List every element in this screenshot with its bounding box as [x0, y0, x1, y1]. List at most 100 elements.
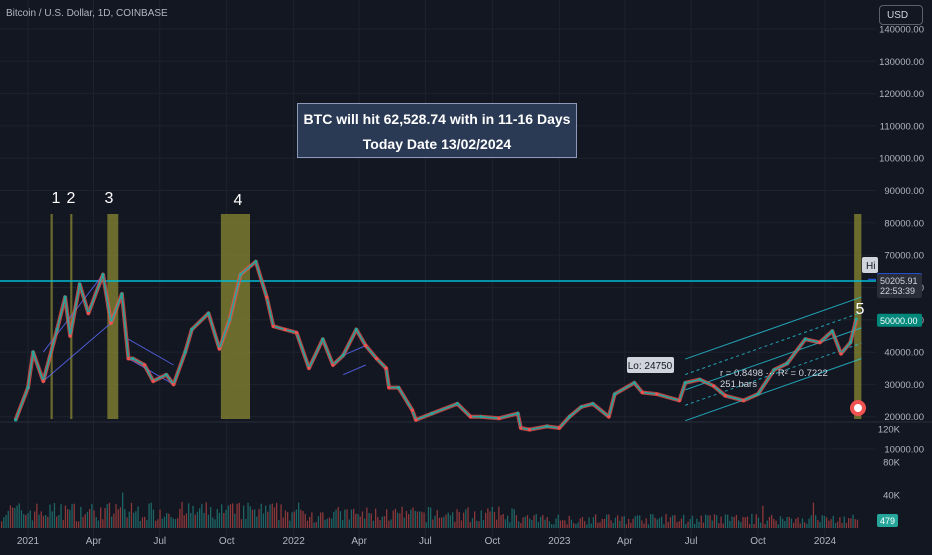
volume-bar [69, 509, 71, 528]
volume-bar [709, 515, 711, 528]
price-point [818, 340, 822, 344]
price-point [414, 418, 418, 422]
volume-bar [843, 516, 845, 528]
volume-bar [51, 511, 53, 528]
volume-bar [379, 520, 381, 528]
price-point [803, 337, 807, 341]
volume-bar [612, 522, 614, 528]
volume-bar [97, 520, 100, 528]
volume-axis-label: 120K [878, 425, 901, 436]
volume-bar [834, 523, 837, 528]
volume-bar [652, 514, 654, 528]
volume-bar [738, 520, 740, 528]
volume-bar [84, 514, 86, 528]
price-point [698, 377, 702, 382]
volume-bar [56, 516, 58, 528]
volume-bar [548, 521, 551, 528]
volume-bar [108, 502, 111, 528]
price-point [567, 415, 572, 419]
volume-bar [254, 509, 256, 528]
volume-bar [465, 509, 467, 528]
last-price-tag-text: 22:53:39 [880, 286, 915, 296]
volume-bar [771, 514, 773, 528]
volume-bar [282, 517, 284, 528]
volume-bar [806, 523, 808, 528]
volume-bar [80, 506, 82, 528]
price-point [364, 344, 368, 348]
volume-bar [454, 521, 456, 528]
price-point [63, 295, 67, 299]
volume-bar [828, 520, 830, 528]
volume-bar [95, 517, 97, 528]
volume-bar [447, 512, 449, 528]
trend-channel-line [342, 345, 366, 356]
volume-bar [273, 507, 276, 528]
time-axis-label: Jul [419, 536, 432, 547]
time-axis-label: 2023 [548, 536, 571, 547]
volume-bar [535, 514, 537, 528]
volume-bar [449, 515, 452, 528]
volume-bar [199, 508, 201, 528]
price-axis-label: 130000.00 [879, 57, 924, 68]
time-axis-label: Jul [685, 536, 698, 547]
volume-bar [782, 518, 784, 528]
volume-bar [7, 510, 9, 528]
volume-bar [581, 516, 584, 528]
volume-bar [166, 513, 168, 528]
volume-bar [267, 511, 269, 528]
volume-bar [667, 522, 669, 528]
price-point [131, 356, 135, 361]
volume-bar [619, 520, 621, 528]
price-point [683, 381, 687, 385]
volume-bar [733, 516, 735, 528]
callout-line-date: Today Date 13/02/2024 [362, 136, 512, 152]
volume-bar [304, 513, 306, 528]
price-point [410, 408, 414, 412]
volume-bar [183, 515, 185, 528]
volume-bar [762, 505, 764, 528]
volume-bar [216, 509, 218, 528]
volume-bar [177, 518, 179, 528]
volume-bar [236, 503, 238, 528]
price-axis-label: 30000.00 [884, 380, 924, 391]
volume-bar [42, 515, 45, 528]
volume-bar [496, 519, 498, 528]
volume-bar [826, 517, 828, 528]
volume-bar [493, 512, 496, 528]
volume-bar [513, 509, 515, 528]
last-price-tag-text: 50205.91 [880, 276, 918, 286]
volume-bar [500, 514, 502, 528]
volume-bar [271, 503, 273, 528]
volume-bar [599, 522, 601, 528]
volume-bar [339, 511, 342, 528]
price-point [640, 390, 644, 395]
volume-bar [566, 524, 568, 528]
regression-low-label-text: Lo: 24750 [628, 361, 673, 372]
currency-button[interactable]: USD [879, 5, 923, 25]
price-point [516, 411, 520, 416]
volume-bar [401, 506, 403, 528]
volume-bar [793, 522, 795, 528]
volume-bar [766, 520, 768, 528]
volume-bar [856, 519, 859, 528]
price-point [307, 366, 311, 370]
volume-bar [786, 516, 788, 528]
volume-bar [625, 524, 628, 528]
volume-bar [172, 518, 174, 528]
volume-bar [227, 505, 229, 528]
volume-bar [240, 519, 243, 528]
volume-bar [551, 524, 553, 528]
volume-bar [386, 509, 388, 528]
volume-bar [221, 504, 223, 528]
volume-bar [590, 523, 592, 528]
volume-bar [58, 514, 60, 528]
volume-bar [45, 514, 47, 528]
volume-bar [133, 512, 135, 528]
volume-bar [755, 514, 757, 528]
volume-bar [174, 519, 177, 528]
volume-bar [34, 511, 36, 528]
volume-bar [716, 515, 718, 528]
time-axis-label: Oct [750, 536, 766, 547]
